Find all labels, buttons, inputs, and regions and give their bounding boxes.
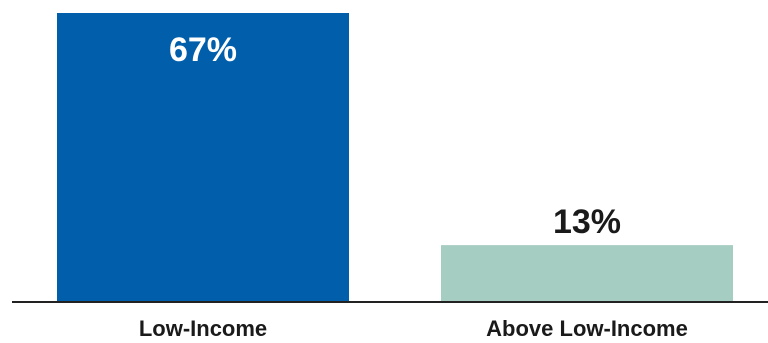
bar-2 [441,245,733,301]
bar-1 [57,13,349,301]
category-label-2: Above Low-Income [486,316,688,341]
value-label-2: 13% [553,203,621,241]
category-labels-group: Low-Income Above Low-Income [139,316,688,341]
category-label-1: Low-Income [139,316,267,341]
value-labels-group: 67% 13% [169,31,621,241]
value-label-1: 67% [169,31,237,69]
bars-group [57,13,733,301]
